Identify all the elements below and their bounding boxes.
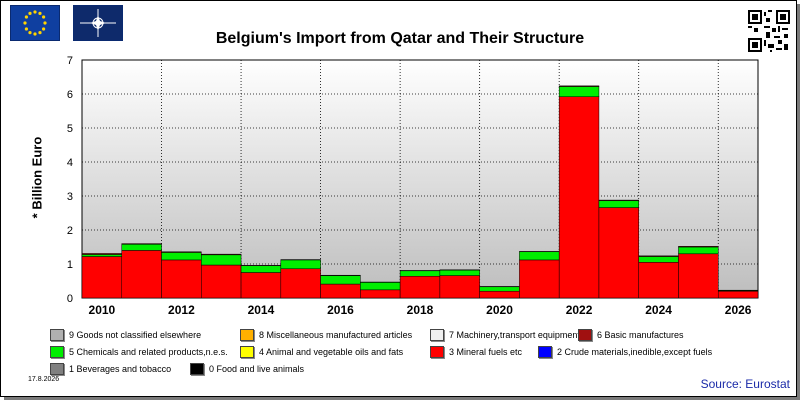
bar-segment <box>439 269 480 276</box>
legend-label: 2 Crude materials,inedible,except fuels <box>557 347 713 357</box>
x-tick-label: 2020 <box>486 303 513 317</box>
bar-segment <box>360 289 401 299</box>
legend-label: 3 Mineral fuels etc <box>449 347 523 357</box>
y-tick-label: 4 <box>67 157 73 169</box>
x-tick-label: 2014 <box>248 303 275 317</box>
legend-label: 4 Animal and vegetable oils and fats <box>259 347 404 357</box>
legend-swatch <box>578 329 592 341</box>
legend-label: 9 Goods not classified elsewhere <box>69 330 202 340</box>
bar-segment <box>678 253 719 299</box>
legend-swatch <box>50 363 64 375</box>
bar-segment <box>399 275 441 299</box>
bar-segment <box>519 259 560 299</box>
bar-segment <box>598 199 639 202</box>
bar-segment <box>678 246 719 248</box>
bar-segment <box>240 265 282 273</box>
legend-swatch <box>430 329 444 341</box>
bar-segment <box>81 253 123 255</box>
legend-label: 7 Machinery,transport equipment <box>449 330 580 340</box>
bar-segment <box>519 251 560 261</box>
x-tick-label: 2010 <box>89 303 116 317</box>
legend-item: 3 Mineral fuels etc <box>430 346 522 358</box>
legend-swatch <box>240 329 254 341</box>
y-tick-label: 0 <box>67 293 73 305</box>
legend-item: 2 Crude materials,inedible,except fuels <box>538 346 712 358</box>
y-tick-label: 3 <box>67 191 73 203</box>
bar-segment <box>280 259 321 270</box>
y-tick-label: 2 <box>67 225 73 237</box>
legend-label: 1 Beverages and tobacco <box>69 364 172 374</box>
bar-segment <box>121 244 162 251</box>
legend-swatch <box>50 329 64 341</box>
legend-swatch <box>430 346 444 358</box>
legend-swatch <box>50 346 64 358</box>
legend-item: 5 Chemicals and related products,n.e.s. <box>50 346 228 358</box>
bar-segment <box>558 86 600 97</box>
x-tick-label: 2022 <box>566 303 593 317</box>
y-tick-label: 6 <box>67 89 73 101</box>
bar-segment <box>81 256 123 299</box>
bar-segment <box>280 268 321 299</box>
bar-segment <box>360 282 401 291</box>
bar-segment <box>638 256 679 263</box>
bar-segment <box>161 251 202 253</box>
source-label: Source: Eurostat <box>700 377 790 391</box>
bar-segment <box>121 250 162 299</box>
bar-segment <box>320 283 361 299</box>
bar-segment <box>479 290 520 299</box>
qr-code-icon <box>748 10 790 52</box>
chart-title: Belgium's Import from Qatar and Their St… <box>215 30 585 47</box>
y-tick-label: 5 <box>67 123 73 135</box>
legend-label: 6 Basic manufactures <box>597 330 684 340</box>
legend-item: 0 Food and live animals <box>190 363 304 375</box>
legend-item: 6 Basic manufactures <box>578 329 684 341</box>
bar-segment <box>717 290 759 299</box>
bar-segment <box>201 264 242 299</box>
legend-item: 9 Goods not classified elsewhere <box>50 329 201 341</box>
bar-segment <box>161 259 202 299</box>
bar-segment <box>161 252 202 261</box>
bar-segment <box>479 286 520 292</box>
x-tick-label: 2026 <box>725 303 752 317</box>
legend-item: 7 Machinery,transport equipment <box>430 329 580 341</box>
x-tick-label: 2018 <box>407 303 434 317</box>
date-stamp: 17.8.2026 <box>28 376 60 383</box>
bar-segment <box>598 207 639 299</box>
axes: 0 1 2 3 4 5 6 7 2010 2012 2014 2016 2018 2020 2022 2024… <box>67 55 752 317</box>
bar-segment <box>201 254 242 266</box>
legend-swatch <box>240 346 254 358</box>
legend-item: 8 Miscellaneous manufactured articles <box>240 329 412 341</box>
bar-segment <box>399 270 441 277</box>
bar-segment <box>439 275 480 299</box>
nato-flag-icon <box>73 5 123 41</box>
chart-plot: 0 1 2 3 4 5 6 7 2010 2012 2014 2016 2018 2020 2022 2024… <box>67 55 759 317</box>
legend-item: 4 Animal and vegetable oils and fats <box>240 346 403 358</box>
legend-label: 5 Chemicals and related products,n.e.s. <box>69 347 228 357</box>
bar-segment <box>320 275 361 285</box>
bar-segment <box>121 243 162 245</box>
bar-segment <box>558 85 600 87</box>
bar-segment <box>240 272 282 299</box>
bar-segment <box>558 96 600 299</box>
legend-label: 0 Food and live animals <box>209 364 305 374</box>
legend-item: 1 Beverages and tobacco <box>50 363 171 375</box>
bar-segment <box>638 255 679 257</box>
eu-flag-icon <box>10 5 60 41</box>
bar-segment <box>598 200 639 208</box>
y-tick-label: 7 <box>67 55 73 67</box>
x-tick-label: 2012 <box>168 303 195 317</box>
bar-segment <box>201 253 242 256</box>
x-tick-label: 2016 <box>327 303 354 317</box>
y-tick-label: 1 <box>67 259 73 271</box>
bar-segment <box>678 246 719 255</box>
bar-segment <box>638 262 679 299</box>
x-tick-label: 2024 <box>645 303 672 317</box>
bars <box>81 85 759 299</box>
legend-label: 8 Miscellaneous manufactured articles <box>259 330 413 340</box>
bar-segment <box>81 254 123 257</box>
legend-swatch <box>190 363 204 375</box>
legend-swatch <box>538 346 552 358</box>
